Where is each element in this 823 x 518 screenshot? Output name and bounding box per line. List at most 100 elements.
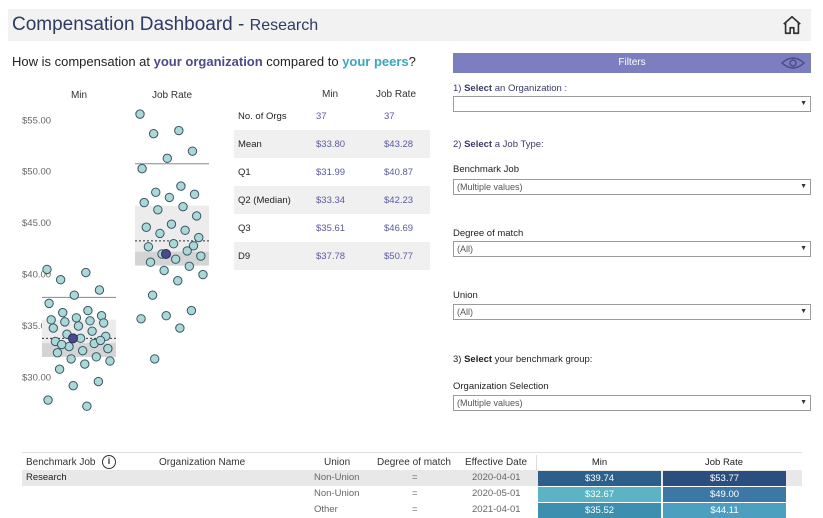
y-tick-label: $55.00 (22, 115, 51, 126)
data-point (136, 314, 146, 324)
page-title: Compensation Dashboard - Research (12, 14, 318, 36)
column-header: Min (71, 90, 87, 101)
data-point (56, 339, 67, 350)
data-point (196, 251, 206, 261)
chevron-down-icon[interactable]: ▼ (800, 308, 807, 315)
cell-min: $39.74 (538, 471, 661, 486)
step2-rest: a Job Type: (492, 139, 544, 150)
step3-label: 3) Select your benchmark group: (453, 354, 592, 365)
step1-rest: an Organization : (492, 83, 568, 94)
data-point (98, 318, 109, 328)
benchmark-job-select[interactable]: (Multiple values) ▼ (453, 179, 811, 195)
dashboard-header: Compensation Dashboard - Research (8, 9, 811, 41)
data-point (43, 395, 53, 405)
stats-job-value: $46.69 (384, 223, 414, 234)
data-point (173, 276, 183, 286)
data-point (174, 125, 184, 136)
data-point (55, 275, 66, 285)
data-point (191, 211, 202, 221)
data-point (42, 264, 52, 275)
stats-min-value: $33.34 (316, 195, 346, 206)
cell-job-rate: $44.11 (663, 503, 786, 518)
data-point (178, 201, 188, 212)
table-row[interactable]: Non-Union = 2020-05-01 $32.67 $49.00 (22, 486, 802, 502)
chevron-down-icon[interactable]: ▼ (800, 183, 807, 190)
data-point (46, 315, 56, 325)
data-point (168, 239, 179, 249)
chevron-down-icon[interactable]: ▼ (800, 100, 807, 107)
data-point (44, 298, 54, 309)
union-select[interactable]: (All) ▼ (453, 304, 811, 320)
cell-min: $35.52 (538, 503, 661, 518)
cell-min: $32.67 (538, 487, 661, 502)
header-union: Union (324, 457, 351, 468)
data-point (162, 153, 172, 164)
stats-job-value: $40.87 (384, 167, 414, 178)
filters-bar[interactable]: Filters (453, 53, 811, 73)
data-point (54, 364, 65, 374)
stats-header-min: Min (322, 89, 339, 100)
cell-union: Other (314, 504, 338, 515)
data-point (155, 228, 165, 239)
organization-selection-select[interactable]: (Multiple values) ▼ (453, 395, 811, 411)
data-point (82, 401, 92, 411)
question-suffix: ? (408, 54, 416, 69)
data-point (189, 189, 200, 200)
chevron-down-icon[interactable]: ▼ (800, 399, 807, 406)
data-point (60, 317, 70, 327)
header-job-rate: Job Rate (704, 457, 744, 468)
data-point (95, 335, 106, 346)
data-point (48, 323, 58, 333)
organization-selection-value: (Multiple values) (457, 398, 523, 408)
step2-label: 2) Select a Job Type: (453, 139, 544, 150)
cell-job-rate: $53.77 (663, 471, 786, 486)
compensation-table: Benchmark Job i Organization Name Union … (22, 452, 802, 518)
cell-benchmark-job: Research (26, 472, 67, 483)
cell-degree: = (412, 472, 418, 483)
header-organization-name: Organization Name (159, 457, 246, 468)
y-tick-label: $45.00 (22, 218, 51, 229)
stats-row: Q2 (Median) $33.34 $42.23 (234, 186, 430, 214)
data-point (58, 307, 68, 318)
stats-row: D9 $37.78 $50.77 (234, 242, 430, 270)
cell-date: 2021-04-01 (472, 504, 521, 515)
table-row[interactable]: Research Non-Union = 2020-04-01 $39.74 $… (22, 470, 802, 486)
cell-degree: = (412, 504, 418, 515)
table-row[interactable]: Other = 2021-04-01 $35.52 $44.11 (22, 502, 802, 518)
data-point (198, 269, 208, 280)
home-icon[interactable] (781, 14, 803, 36)
column-header: Job Rate (152, 90, 192, 101)
distribution-chart: $55.00 $50.00 $45.00 $40.00 $35.00 $30.00 Min J… (22, 90, 209, 411)
data-point (94, 285, 105, 295)
union-label: Union (453, 290, 478, 301)
filters-title: Filters (618, 57, 646, 68)
organization-point (68, 333, 78, 344)
step2-bold: Select (464, 139, 493, 150)
data-point (71, 313, 82, 323)
benchmark-job-label: Benchmark Job (453, 164, 520, 175)
degree-of-match-value: (All) (457, 244, 473, 254)
y-tick-label: $40.00 (22, 270, 51, 281)
data-point (159, 265, 169, 276)
stats-label: Q2 (Median) (238, 195, 291, 206)
stats-label: Mean (238, 139, 262, 150)
step1-label: 1) Select an Organization : (453, 83, 567, 94)
data-point (175, 323, 185, 333)
step1-bold: Select (464, 83, 493, 94)
info-icon[interactable]: i (102, 455, 116, 469)
data-point (147, 290, 158, 300)
cell-degree: = (412, 488, 418, 499)
organization-select[interactable]: ▼ (453, 96, 811, 112)
step2-num: 2) (453, 139, 465, 150)
cell-job-rate: $49.00 (663, 487, 786, 502)
data-point (81, 267, 91, 278)
header-effective-date: Effective Date (465, 457, 528, 468)
degree-of-match-select[interactable]: (All) ▼ (453, 241, 811, 257)
data-point (148, 128, 159, 139)
stats-min-value: $33.80 (316, 139, 346, 150)
data-point (77, 345, 88, 356)
stats-min-value: $37.78 (316, 251, 346, 262)
comparison-question: How is compensation at your organization… (12, 54, 416, 69)
eye-icon[interactable] (781, 56, 805, 70)
chevron-down-icon[interactable]: ▼ (800, 245, 807, 252)
